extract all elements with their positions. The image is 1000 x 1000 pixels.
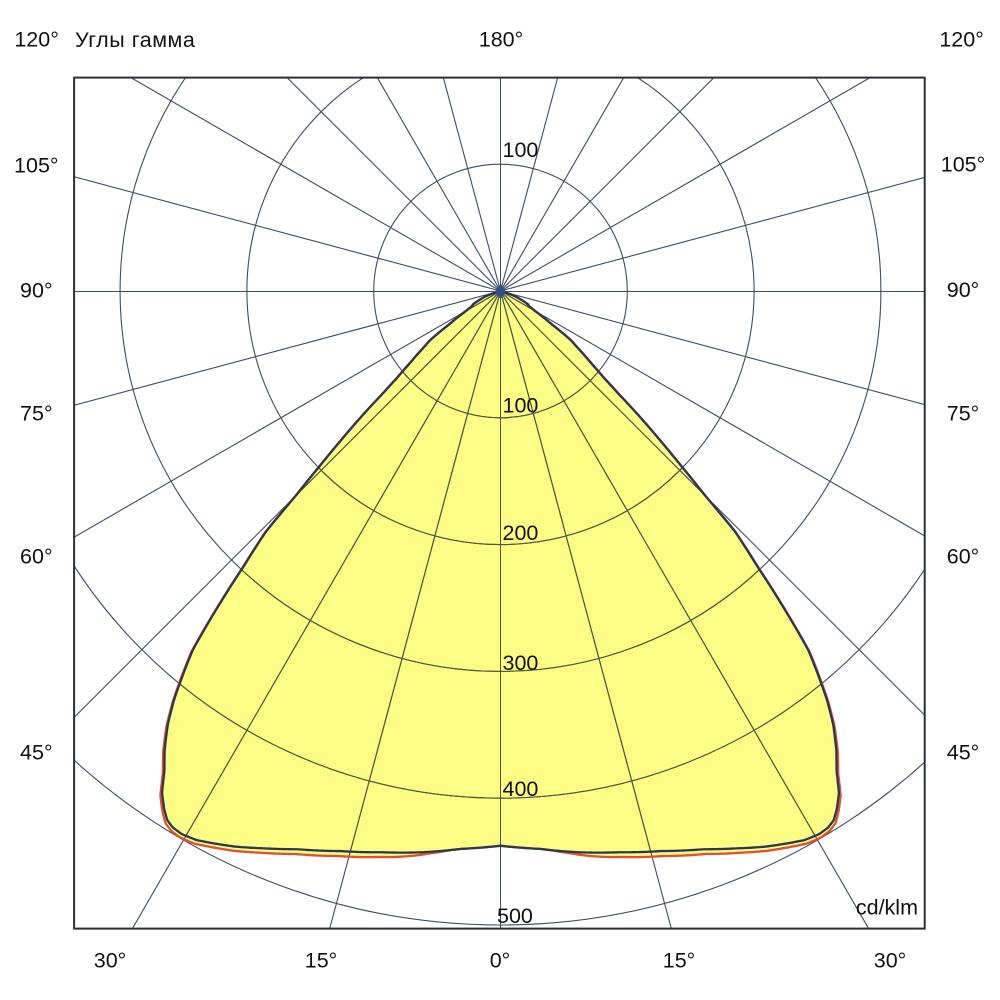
svg-text:500: 500 bbox=[497, 904, 533, 928]
svg-text:180°: 180° bbox=[479, 28, 523, 52]
svg-text:30°: 30° bbox=[94, 949, 127, 973]
svg-text:30°: 30° bbox=[874, 949, 907, 973]
svg-text:15°: 15° bbox=[305, 949, 338, 973]
svg-text:45°: 45° bbox=[20, 741, 53, 765]
svg-text:200: 200 bbox=[503, 521, 539, 545]
svg-text:75°: 75° bbox=[947, 402, 980, 426]
svg-text:105°: 105° bbox=[941, 153, 985, 177]
svg-text:Углы гамма: Углы гамма bbox=[75, 28, 195, 52]
svg-text:cd/klm: cd/klm bbox=[856, 896, 918, 920]
svg-text:100: 100 bbox=[503, 138, 539, 162]
svg-text:400: 400 bbox=[503, 777, 539, 801]
svg-text:105°: 105° bbox=[14, 154, 58, 178]
svg-text:90°: 90° bbox=[20, 279, 53, 303]
svg-text:120°: 120° bbox=[14, 28, 58, 52]
svg-text:45°: 45° bbox=[947, 741, 980, 765]
svg-text:120°: 120° bbox=[939, 28, 983, 52]
svg-text:90°: 90° bbox=[947, 278, 980, 302]
svg-text:60°: 60° bbox=[20, 545, 53, 569]
svg-text:60°: 60° bbox=[947, 545, 980, 569]
svg-text:300: 300 bbox=[503, 651, 539, 675]
svg-text:0°: 0° bbox=[490, 949, 511, 973]
svg-text:15°: 15° bbox=[663, 949, 696, 973]
svg-text:100: 100 bbox=[503, 394, 539, 418]
svg-text:75°: 75° bbox=[20, 402, 53, 426]
